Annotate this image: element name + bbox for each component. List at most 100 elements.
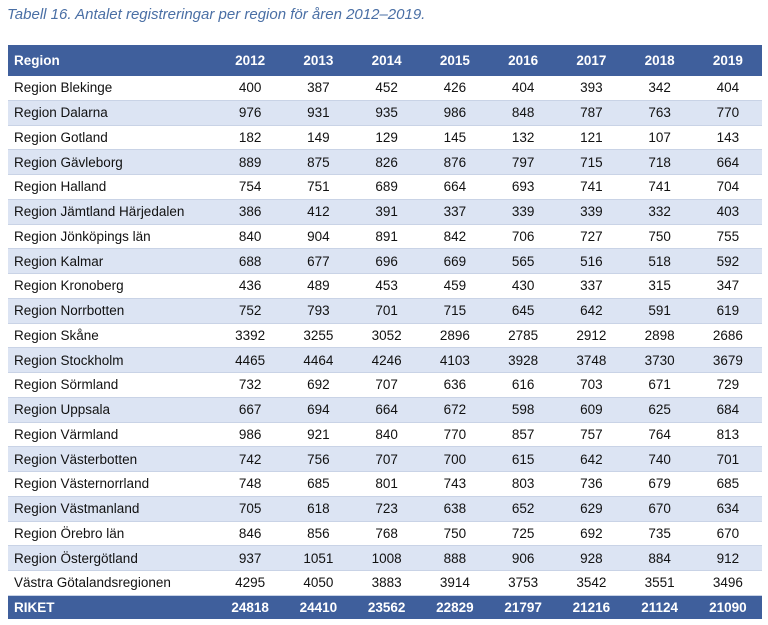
table-row: Region Gävleborg 889 875 826 876 797 715 718 664 bbox=[8, 149, 762, 175]
count-cell: 906 bbox=[489, 545, 558, 571]
column-header-region: Region bbox=[14, 53, 60, 68]
count-cell: 986 bbox=[216, 422, 285, 448]
count-cell: 3679 bbox=[693, 347, 762, 373]
total-count-cell: 21090 bbox=[709, 599, 747, 615]
count-cell: 701 bbox=[693, 446, 762, 472]
count-cell: 723 bbox=[352, 496, 421, 522]
column-header-year: 2019 bbox=[712, 53, 743, 68]
count-cell: 700 bbox=[420, 446, 489, 472]
count-cell: 931 bbox=[284, 100, 353, 126]
count-cell: 430 bbox=[489, 273, 558, 299]
region-name-cell: Region Jönköpings län bbox=[8, 224, 216, 250]
count-cell: 715 bbox=[420, 298, 489, 324]
count-cell: 707 bbox=[352, 446, 421, 472]
count-cell: 339 bbox=[557, 199, 626, 225]
count-cell: 751 bbox=[284, 174, 353, 200]
count-cell: 332 bbox=[625, 199, 694, 225]
count-cell: 694 bbox=[284, 397, 353, 423]
count-cell: 692 bbox=[557, 521, 626, 547]
region-name-cell: Region Jämtland Härjedalen bbox=[8, 199, 216, 225]
column-header-year: 2018 bbox=[644, 53, 675, 68]
region-name-cell: Region Stockholm bbox=[8, 347, 216, 373]
count-cell: 679 bbox=[625, 471, 694, 497]
count-cell: 642 bbox=[557, 298, 626, 324]
count-cell: 598 bbox=[489, 397, 558, 423]
count-cell: 677 bbox=[284, 248, 353, 274]
count-cell: 3551 bbox=[625, 570, 694, 596]
table-row: Region Uppsala 667 694 664 672 598 609 625 684 bbox=[8, 397, 762, 423]
count-cell: 937 bbox=[216, 545, 285, 571]
count-cell: 3753 bbox=[489, 570, 558, 596]
count-cell: 2896 bbox=[420, 323, 489, 349]
region-name-cell: Region Västernorrland bbox=[8, 471, 216, 497]
count-cell: 705 bbox=[216, 496, 285, 522]
count-cell: 400 bbox=[216, 76, 285, 101]
count-cell: 436 bbox=[216, 273, 285, 299]
count-cell: 391 bbox=[352, 199, 421, 225]
count-cell: 3748 bbox=[557, 347, 626, 373]
count-cell: 636 bbox=[420, 372, 489, 398]
table-row: Region Jönköpings län 840 904 891 842 706 727 7… bbox=[8, 224, 762, 250]
registrations-table: Region 2012 2013 2014 2015 2016 2017 2018 2019 R… bbox=[8, 45, 762, 619]
count-cell: 2686 bbox=[693, 323, 762, 349]
count-cell: 764 bbox=[625, 422, 694, 448]
count-cell: 664 bbox=[352, 397, 421, 423]
region-name-cell: Västra Götalandsregionen bbox=[8, 570, 216, 596]
count-cell: 813 bbox=[693, 422, 762, 448]
count-cell: 755 bbox=[693, 224, 762, 250]
count-cell: 616 bbox=[489, 372, 558, 398]
total-count-cell: 21797 bbox=[504, 599, 542, 615]
region-name-cell: Region Norrbotten bbox=[8, 298, 216, 324]
total-label-cell: RIKET bbox=[14, 599, 55, 615]
table-row: Region Västerbotten 742 756 707 700 615 642 740… bbox=[8, 446, 762, 472]
count-cell: 921 bbox=[284, 422, 353, 448]
count-cell: 3730 bbox=[625, 347, 694, 373]
count-cell: 182 bbox=[216, 125, 285, 151]
count-cell: 904 bbox=[284, 224, 353, 250]
count-cell: 516 bbox=[557, 248, 626, 274]
count-cell: 688 bbox=[216, 248, 285, 274]
count-cell: 727 bbox=[557, 224, 626, 250]
count-cell: 875 bbox=[284, 149, 353, 175]
count-cell: 889 bbox=[216, 149, 285, 175]
count-cell: 741 bbox=[557, 174, 626, 200]
region-name-cell: Region Västmanland bbox=[8, 496, 216, 522]
count-cell: 342 bbox=[625, 76, 694, 101]
region-name-cell: Region Gävleborg bbox=[8, 149, 216, 175]
count-cell: 672 bbox=[420, 397, 489, 423]
count-cell: 718 bbox=[625, 149, 694, 175]
region-name-cell: Region Kronoberg bbox=[8, 273, 216, 299]
count-cell: 1051 bbox=[284, 545, 353, 571]
count-cell: 618 bbox=[284, 496, 353, 522]
table-row: Region Gotland 182 149 129 145 132 121 107 143 bbox=[8, 125, 762, 151]
count-cell: 129 bbox=[352, 125, 421, 151]
count-cell: 715 bbox=[557, 149, 626, 175]
total-count-cell: 24410 bbox=[299, 599, 338, 615]
count-cell: 629 bbox=[557, 496, 626, 522]
count-cell: 725 bbox=[489, 521, 558, 547]
count-cell: 404 bbox=[489, 76, 558, 101]
count-cell: 337 bbox=[420, 199, 489, 225]
count-cell: 145 bbox=[420, 125, 489, 151]
total-count-cell: 21216 bbox=[572, 599, 611, 615]
count-cell: 748 bbox=[216, 471, 285, 497]
region-name-cell: Region Östergötland bbox=[8, 545, 216, 571]
table-row: Region Östergötland 937 1051 1008 888 906 928 8… bbox=[8, 545, 762, 571]
count-cell: 609 bbox=[557, 397, 626, 423]
count-cell: 347 bbox=[693, 273, 762, 299]
table-row: Region Örebro län 846 856 768 750 725 692 735 67… bbox=[8, 521, 762, 547]
table-row: Region Skåne 3392 3255 3052 2896 2785 2912 2898… bbox=[8, 323, 762, 349]
count-cell: 4465 bbox=[216, 347, 285, 373]
count-cell: 701 bbox=[352, 298, 421, 324]
count-cell: 664 bbox=[693, 149, 762, 175]
count-cell: 4295 bbox=[216, 570, 285, 596]
count-cell: 638 bbox=[420, 496, 489, 522]
region-name-cell: Region Sörmland bbox=[8, 372, 216, 398]
table-caption: Tabell 16. Antalet registreringar per re… bbox=[7, 6, 426, 23]
count-cell: 912 bbox=[693, 545, 762, 571]
count-cell: 846 bbox=[216, 521, 285, 547]
count-cell: 3542 bbox=[557, 570, 626, 596]
count-cell: 426 bbox=[420, 76, 489, 101]
region-name-cell: Region Skåne bbox=[8, 323, 216, 349]
count-cell: 3392 bbox=[216, 323, 285, 349]
